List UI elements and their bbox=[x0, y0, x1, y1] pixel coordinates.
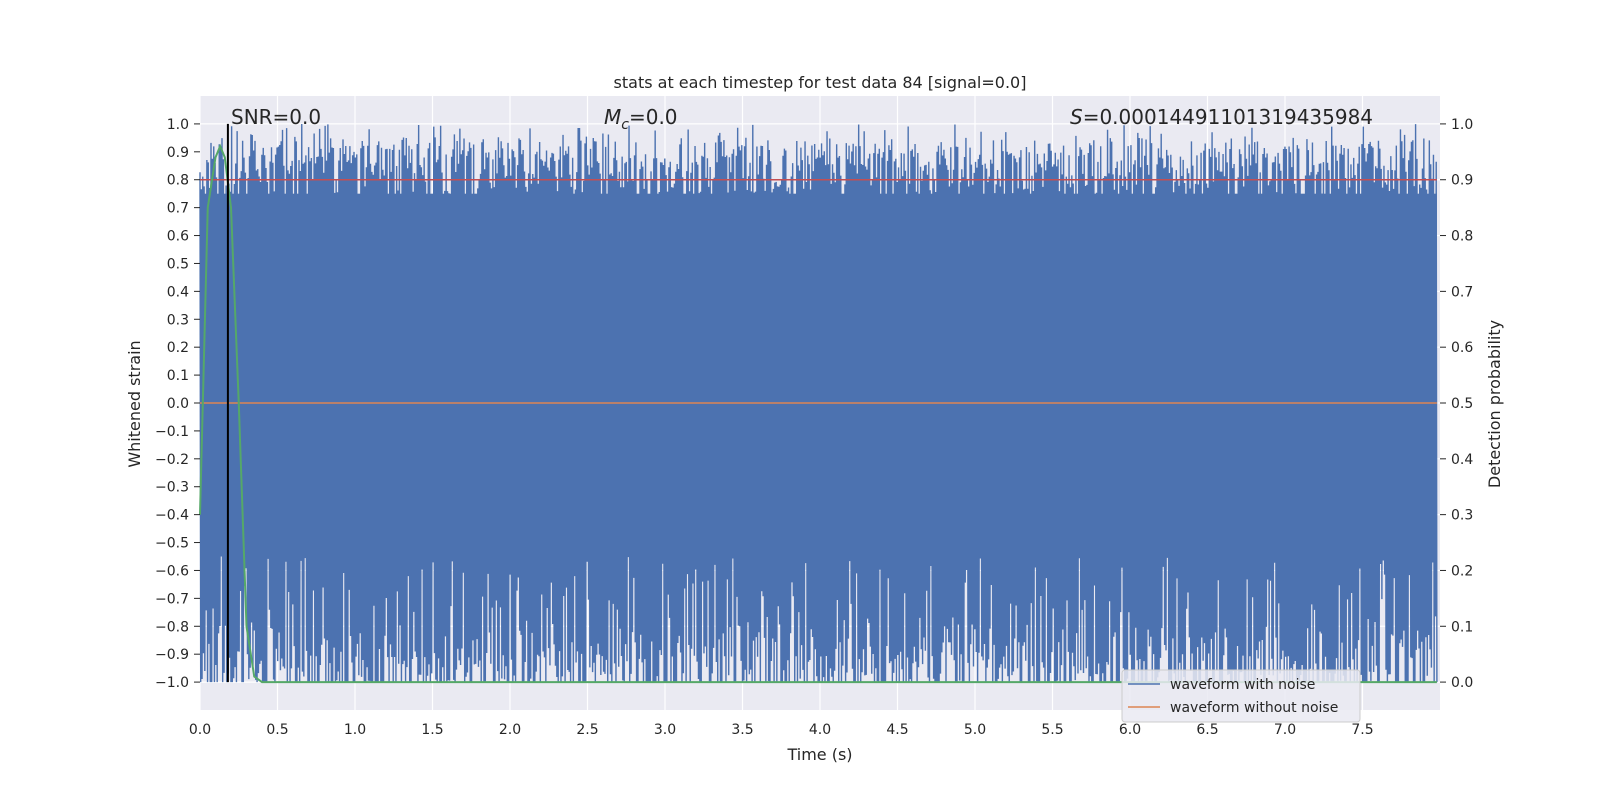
x-tick-label: 7.0 bbox=[1274, 722, 1296, 738]
y2-tick-label: 0.3 bbox=[1451, 508, 1473, 524]
y-tick-label: −0.9 bbox=[155, 647, 189, 663]
s-annotation: S=0.00014491101319435984 bbox=[1070, 105, 1373, 129]
x-tick-label: 5.0 bbox=[964, 722, 986, 738]
legend-box bbox=[1121, 669, 1361, 723]
detection-probability-line bbox=[199, 143, 1437, 684]
y-tick-label: 0.3 bbox=[167, 312, 189, 328]
chart-title: stats at each timestep for test data 84 … bbox=[614, 73, 1027, 92]
overlay-lines bbox=[199, 123, 1437, 684]
x-axis-label: Time (s) bbox=[786, 745, 852, 764]
x-tick-label: 6.5 bbox=[1196, 722, 1218, 738]
x-tick-label: 2.5 bbox=[576, 722, 598, 738]
x-tick-label: 0.5 bbox=[266, 722, 288, 738]
chirp-mass-annotation: Mc=0.0 bbox=[604, 105, 678, 133]
x-tick-label: 3.0 bbox=[654, 722, 676, 738]
x-tick-label: 1.0 bbox=[344, 722, 366, 738]
y-tick-label: −0.6 bbox=[155, 563, 189, 579]
y-tick-label: 0.4 bbox=[167, 284, 189, 300]
y2-tick-label: 0.5 bbox=[1451, 396, 1473, 412]
y2-axis-label: Detection probability bbox=[1485, 320, 1504, 488]
y-tick-label: 0.9 bbox=[167, 145, 189, 161]
x-axis-ticks: 0.0 0.5 1.0 1.5 2.0 2.5 3.0 3.5 4.0 4.5 5.0 5.5 6.0 6… bbox=[189, 722, 1374, 738]
waveform-with-noise-core bbox=[200, 193, 1437, 557]
y2-tick-label: 0.0 bbox=[1451, 675, 1473, 691]
y-tick-label: 0.6 bbox=[167, 229, 189, 245]
y2-tick-label: 0.8 bbox=[1451, 229, 1473, 245]
y-tick-label: −0.2 bbox=[155, 452, 189, 468]
x-tick-label: 5.5 bbox=[1041, 722, 1063, 738]
y-tick-label: 1.0 bbox=[167, 117, 189, 133]
y-tick-label: −0.3 bbox=[155, 480, 189, 496]
y-tick-label: 0.0 bbox=[167, 396, 189, 412]
s-symbol: S bbox=[1070, 105, 1083, 129]
y2-axis-ticks: 1.0 0.9 0.8 0.7 0.6 0.5 0.4 0.3 0.2 0.1 0.0 bbox=[1440, 117, 1473, 691]
y-axis-ticks: 1.0 0.9 0.8 0.7 0.6 0.5 0.4 0.3 0.2 0.1 0.0 −0.1 −0.… bbox=[155, 117, 200, 691]
y-tick-label: −0.5 bbox=[155, 536, 189, 552]
y-tick-label: −0.8 bbox=[155, 619, 189, 635]
y-tick-label: 0.2 bbox=[167, 340, 189, 356]
y2-tick-label: 0.1 bbox=[1451, 619, 1473, 635]
y-tick-label: 0.7 bbox=[167, 201, 189, 217]
x-tick-label: 3.5 bbox=[731, 722, 753, 738]
chirp-mass-subscript: c bbox=[621, 117, 629, 133]
y-tick-label: 0.1 bbox=[167, 368, 189, 384]
x-tick-label: 4.0 bbox=[809, 722, 831, 738]
legend: waveform with noise waveform without noi… bbox=[1121, 669, 1361, 723]
y2-tick-label: 0.6 bbox=[1451, 340, 1473, 356]
x-tick-label: 6.0 bbox=[1119, 722, 1141, 738]
x-tick-label: 2.0 bbox=[499, 722, 521, 738]
x-tick-label: 1.5 bbox=[421, 722, 443, 738]
waveform-with-noise-series bbox=[199, 124, 1438, 683]
x-tick-label: 0.0 bbox=[189, 722, 211, 738]
chirp-mass-value: =0.0 bbox=[629, 105, 678, 129]
y2-tick-label: 0.2 bbox=[1451, 563, 1473, 579]
legend-entry-noise: waveform with noise bbox=[1170, 677, 1315, 693]
chirp-mass-symbol: M bbox=[604, 105, 621, 129]
y-tick-label: −0.4 bbox=[155, 508, 189, 524]
y-tick-label: −0.1 bbox=[155, 424, 189, 440]
y-tick-label: −0.7 bbox=[155, 591, 189, 607]
y-axis-label: Whitened strain bbox=[125, 340, 144, 467]
y-tick-label: −1.0 bbox=[155, 675, 189, 691]
snr-annotation: SNR=0.0 bbox=[231, 105, 321, 129]
s-value: =0.00014491101319435984 bbox=[1083, 105, 1373, 129]
y-tick-label: 0.5 bbox=[167, 256, 189, 272]
y2-tick-label: 0.4 bbox=[1451, 452, 1473, 468]
y2-tick-label: 1.0 bbox=[1451, 117, 1473, 133]
legend-entry-clean: waveform without noise bbox=[1170, 700, 1338, 716]
x-tick-label: 7.5 bbox=[1351, 722, 1373, 738]
x-tick-label: 4.5 bbox=[886, 722, 908, 738]
y2-tick-label: 0.9 bbox=[1451, 173, 1473, 189]
y2-tick-label: 0.7 bbox=[1451, 284, 1473, 300]
y-tick-label: 0.8 bbox=[167, 173, 189, 189]
